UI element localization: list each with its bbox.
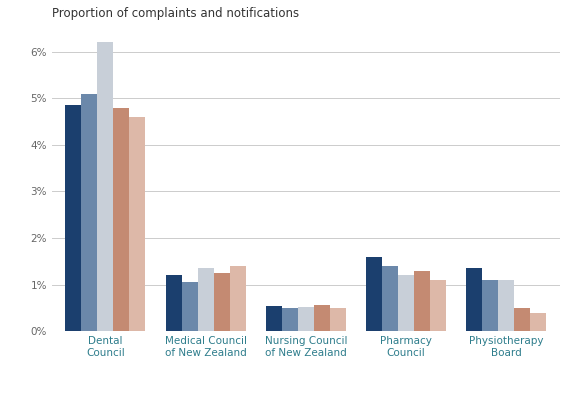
Bar — [197, 268, 213, 331]
Bar — [182, 282, 197, 331]
Bar — [65, 105, 81, 331]
Bar — [482, 280, 498, 331]
Bar — [314, 305, 330, 331]
Bar — [230, 266, 246, 331]
Bar — [466, 268, 482, 331]
Bar — [398, 276, 414, 331]
Bar — [366, 257, 382, 331]
Bar — [166, 276, 182, 331]
Bar — [530, 313, 546, 331]
Bar — [213, 273, 230, 331]
Bar — [114, 107, 129, 331]
Bar — [330, 308, 346, 331]
Bar — [382, 266, 398, 331]
Bar — [81, 94, 98, 331]
Bar — [298, 307, 314, 331]
Bar — [498, 280, 514, 331]
Bar — [98, 42, 114, 331]
Bar — [514, 308, 530, 331]
Bar — [129, 117, 145, 331]
Bar — [282, 308, 298, 331]
Text: Proportion of complaints and notifications: Proportion of complaints and notificatio… — [52, 7, 299, 20]
Bar — [430, 280, 446, 331]
Bar — [414, 271, 430, 331]
Bar — [266, 306, 282, 331]
